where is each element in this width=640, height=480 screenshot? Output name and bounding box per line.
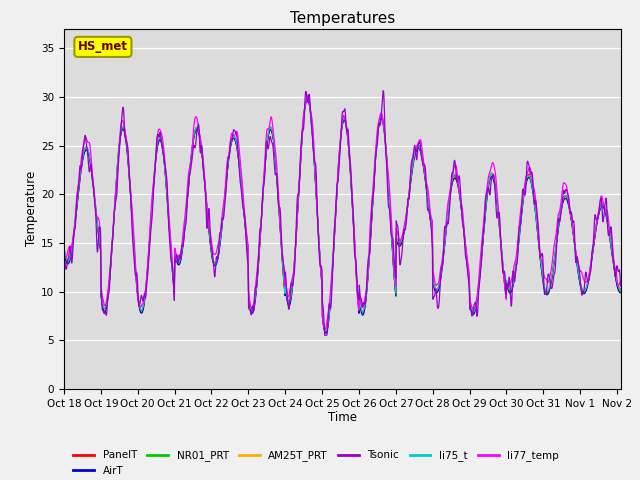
AM25T_PRT <box>60 247 68 253</box>
PanelT <box>60 245 68 251</box>
NR01_PRT <box>322 330 330 336</box>
NR01_PRT <box>524 174 531 180</box>
li77_temp <box>137 304 145 310</box>
AirT <box>137 310 145 315</box>
Legend: PanelT, AirT, NR01_PRT, AM25T_PRT, Tsonic, li75_t, li77_temp: PanelT, AirT, NR01_PRT, AM25T_PRT, Tsoni… <box>69 446 563 480</box>
Line: AM25T_PRT: AM25T_PRT <box>64 99 621 333</box>
li75_t <box>137 307 145 312</box>
Title: Temperatures: Temperatures <box>290 11 395 26</box>
Tsonic <box>380 88 387 94</box>
Line: NR01_PRT: NR01_PRT <box>64 99 621 333</box>
AirT <box>617 290 625 296</box>
li75_t <box>60 245 68 251</box>
li77_temp <box>321 327 329 333</box>
Text: HS_met: HS_met <box>78 40 128 53</box>
li77_temp <box>130 228 138 234</box>
li75_t <box>303 94 311 99</box>
AM25T_PRT <box>303 96 311 102</box>
Y-axis label: Temperature: Temperature <box>25 171 38 246</box>
li77_temp <box>60 251 68 256</box>
AM25T_PRT <box>617 289 625 295</box>
Tsonic <box>168 261 176 267</box>
NR01_PRT <box>303 96 311 102</box>
li77_temp <box>617 279 625 285</box>
PanelT <box>138 307 146 312</box>
Tsonic <box>617 284 625 289</box>
AM25T_PRT <box>524 176 531 181</box>
li77_temp <box>524 170 531 176</box>
Tsonic <box>60 250 68 255</box>
AirT <box>168 265 176 271</box>
AirT <box>524 177 531 182</box>
PanelT <box>617 286 625 292</box>
X-axis label: Time: Time <box>328 411 357 424</box>
AM25T_PRT <box>137 308 145 314</box>
NR01_PRT <box>168 264 176 270</box>
li77_temp <box>168 256 176 262</box>
PanelT <box>168 262 176 267</box>
PanelT <box>137 306 145 312</box>
AirT <box>591 239 598 244</box>
PanelT <box>524 173 531 179</box>
NR01_PRT <box>130 240 138 246</box>
li77_temp <box>138 302 146 308</box>
NR01_PRT <box>60 248 68 253</box>
PanelT <box>303 94 311 99</box>
AirT <box>130 241 138 247</box>
Tsonic <box>137 296 145 302</box>
Line: AirT: AirT <box>64 99 621 333</box>
li75_t <box>617 288 625 293</box>
PanelT <box>591 235 598 241</box>
AM25T_PRT <box>168 264 176 269</box>
li75_t <box>130 239 138 245</box>
Line: Tsonic: Tsonic <box>64 91 621 336</box>
li77_temp <box>591 236 598 242</box>
AM25T_PRT <box>130 241 138 247</box>
Line: PanelT: PanelT <box>64 96 621 331</box>
Line: li75_t: li75_t <box>64 96 621 331</box>
AM25T_PRT <box>138 309 146 314</box>
AirT <box>322 330 330 336</box>
Tsonic <box>321 333 328 338</box>
PanelT <box>130 239 138 244</box>
NR01_PRT <box>617 289 625 295</box>
AM25T_PRT <box>322 330 330 336</box>
Line: li77_temp: li77_temp <box>64 95 621 330</box>
PanelT <box>322 328 330 334</box>
li77_temp <box>305 92 312 98</box>
li75_t <box>591 236 598 241</box>
NR01_PRT <box>137 308 145 314</box>
li75_t <box>322 328 330 334</box>
li75_t <box>168 262 176 268</box>
li75_t <box>138 307 146 312</box>
Tsonic <box>130 249 138 255</box>
Tsonic <box>591 221 598 227</box>
Tsonic <box>524 158 531 164</box>
NR01_PRT <box>138 309 146 315</box>
AirT <box>138 310 146 316</box>
li75_t <box>524 174 531 180</box>
AirT <box>303 96 311 102</box>
AirT <box>60 250 68 255</box>
Tsonic <box>138 295 146 300</box>
NR01_PRT <box>591 238 598 243</box>
AM25T_PRT <box>591 238 598 243</box>
